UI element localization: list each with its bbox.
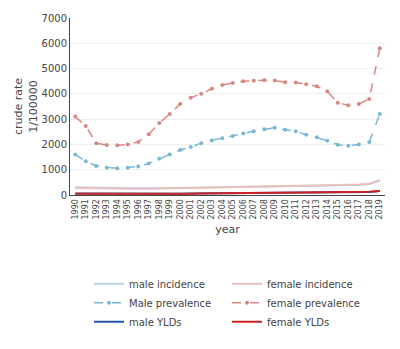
svg-text:6000: 6000 [42,38,67,49]
svg-text:1990: 1990 [71,199,80,219]
svg-text:male YLDs: male YLDs [129,317,182,328]
svg-text:Male prevalence: Male prevalence [129,298,211,309]
svg-text:4000: 4000 [42,88,67,99]
svg-text:2001: 2001 [186,199,195,219]
svg-text:1995: 1995 [123,199,132,219]
svg-text:1991: 1991 [81,199,90,219]
svg-text:2000: 2000 [176,199,185,219]
svg-text:3000: 3000 [42,114,67,125]
svg-text:2014: 2014 [323,199,332,219]
svg-text:2004: 2004 [218,199,227,219]
svg-text:2008: 2008 [260,199,269,219]
svg-text:2017: 2017 [354,199,363,219]
svg-text:female incidence: female incidence [267,279,353,290]
svg-text:7000: 7000 [42,13,67,24]
svg-text:1998: 1998 [155,199,164,219]
svg-text:2007: 2007 [249,199,258,219]
svg-text:2000: 2000 [42,139,67,150]
svg-text:5000: 5000 [42,63,67,74]
svg-text:2003: 2003 [207,199,216,219]
svg-text:1992: 1992 [92,199,101,219]
svg-text:2015: 2015 [333,199,342,219]
svg-text:2005: 2005 [228,199,237,219]
svg-text:crude rate1/100000: crude rate1/100000 [12,78,39,135]
svg-text:1000: 1000 [42,164,67,175]
svg-text:1997: 1997 [144,199,153,219]
svg-text:2010: 2010 [281,199,290,219]
svg-text:2019: 2019 [375,199,384,219]
svg-text:2018: 2018 [365,199,374,219]
svg-text:2002: 2002 [197,199,206,219]
svg-text:2012: 2012 [302,199,311,219]
svg-text:1999: 1999 [165,199,174,219]
svg-text:year: year [215,223,240,236]
svg-text:2009: 2009 [270,199,279,219]
svg-text:2011: 2011 [291,199,300,219]
svg-text:1996: 1996 [134,199,143,219]
svg-text:0: 0 [61,190,67,201]
svg-text:1993: 1993 [102,199,111,219]
svg-text:2016: 2016 [344,199,353,219]
svg-text:2013: 2013 [312,199,321,219]
svg-text:male incidence: male incidence [129,279,205,290]
svg-text:female YLDs: female YLDs [267,317,329,328]
svg-text:2006: 2006 [239,199,248,219]
svg-text:female prevalence: female prevalence [267,298,360,309]
svg-text:1994: 1994 [113,199,122,219]
